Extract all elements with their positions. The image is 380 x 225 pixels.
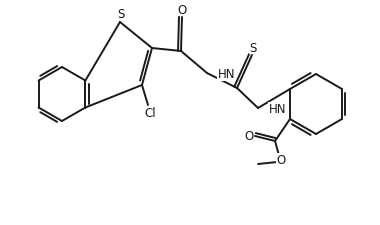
Text: O: O (244, 129, 253, 142)
Text: O: O (276, 154, 286, 167)
Text: Cl: Cl (144, 107, 156, 120)
Text: HN: HN (218, 68, 236, 81)
Text: O: O (177, 3, 187, 16)
Text: HN: HN (269, 103, 287, 116)
Text: S: S (249, 41, 256, 54)
Text: S: S (117, 9, 125, 21)
